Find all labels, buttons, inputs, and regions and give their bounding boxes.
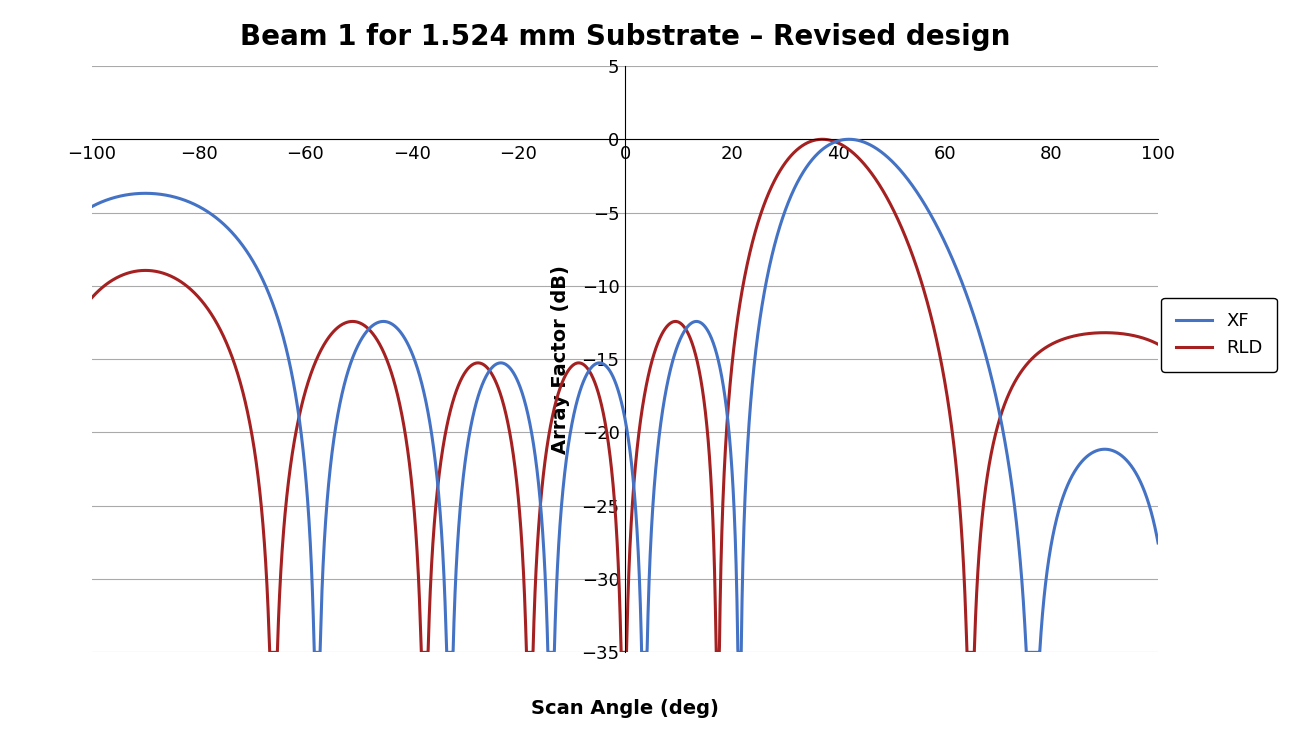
RLD <box>1150 340 1166 349</box>
XF <box>1150 539 1166 548</box>
Line: XF: XF <box>92 139 1158 652</box>
RLD <box>724 364 740 373</box>
Legend: XF, RLD: XF, RLD <box>1161 298 1277 372</box>
XF <box>84 202 100 211</box>
RLD <box>815 135 830 144</box>
RLD <box>880 195 896 204</box>
RLD <box>778 158 794 167</box>
XF <box>841 135 857 144</box>
XF <box>778 205 794 214</box>
XF <box>724 460 740 469</box>
XF <box>307 648 322 657</box>
RLD <box>492 387 508 396</box>
RLD <box>961 648 976 657</box>
RLD <box>278 500 293 509</box>
XF <box>278 342 293 351</box>
RLD <box>262 648 278 657</box>
RLD <box>84 293 100 302</box>
X-axis label: Scan Angle (deg): Scan Angle (deg) <box>532 699 719 718</box>
Y-axis label: Array Factor (dB): Array Factor (dB) <box>551 265 570 454</box>
XF <box>880 153 896 162</box>
Title: Beam 1 for 1.524 mm Substrate – Revised design: Beam 1 for 1.524 mm Substrate – Revised … <box>240 23 1011 51</box>
XF <box>492 358 508 367</box>
Line: RLD: RLD <box>92 139 1158 652</box>
XF <box>961 297 976 306</box>
